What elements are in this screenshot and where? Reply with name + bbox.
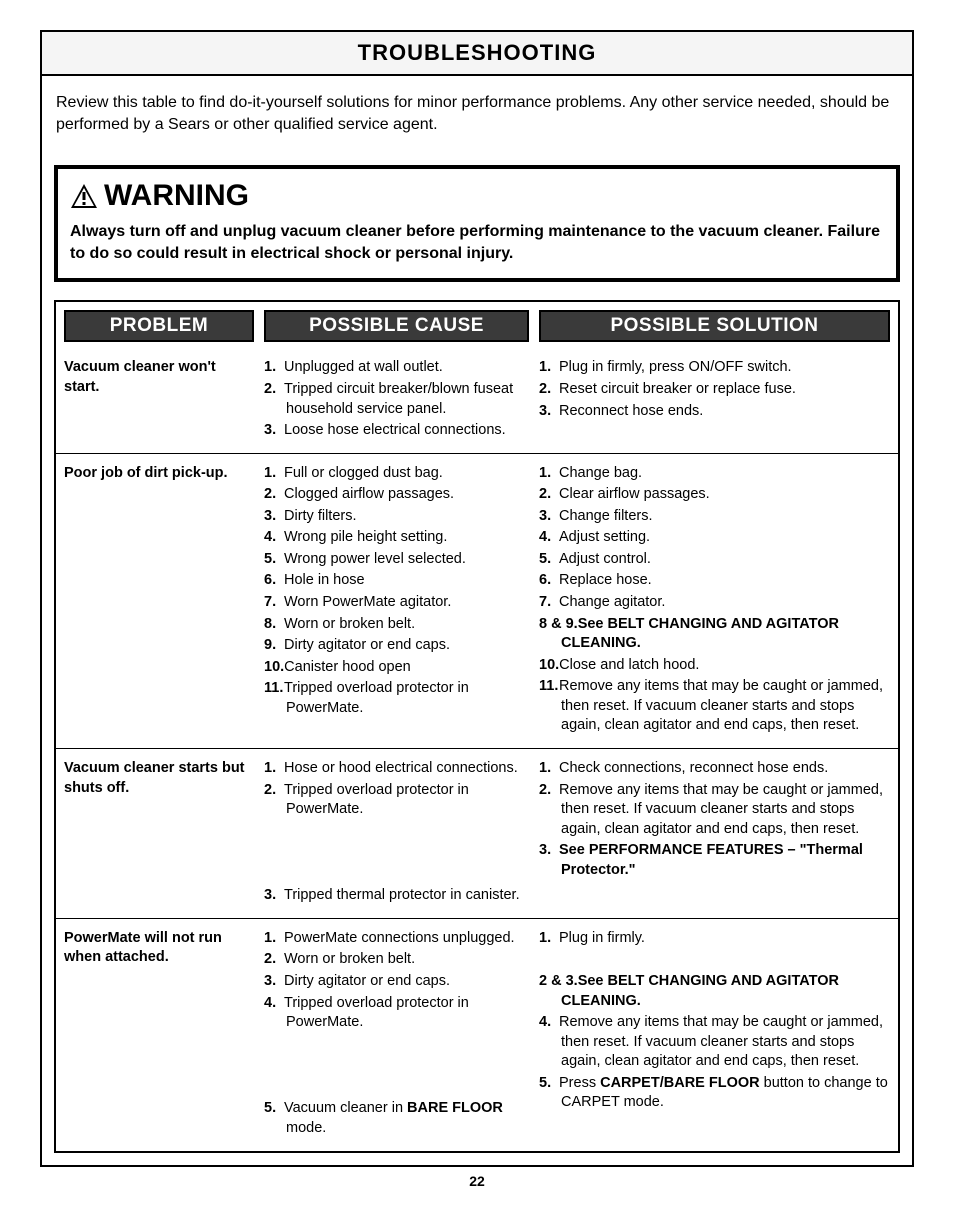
header-problem: PROBLEM [64,310,254,342]
cell-solution: 1. Plug in firmly. 2 & 3. See BELT CHANG… [539,929,890,1141]
table-header-row: PROBLEM POSSIBLE CAUSE POSSIBLE SOLUTION [56,302,898,348]
warning-text: Always turn off and unplug vacuum cleane… [70,221,884,264]
table-row: Poor job of dirt pick-up.1. Full or clog… [56,453,898,748]
cell-problem: Vacuum cleaner won't start. [64,358,254,442]
page-number: 22 [40,1173,914,1189]
warning-icon [70,183,98,209]
section-title-box: TROUBLESHOOTING [40,30,914,76]
table-row: Vacuum cleaner won't start.1. Unplugged … [56,348,898,452]
cell-cause: 1. PowerMate connections unplugged.2. Wo… [264,929,529,1141]
cell-cause: 1. Full or clogged dust bag.2. Clogged a… [264,464,529,738]
cell-cause: 1. Hose or hood electrical connections.2… [264,759,529,908]
page-frame: TROUBLESHOOTING Review this table to fin… [40,30,914,1167]
troubleshooting-table: PROBLEM POSSIBLE CAUSE POSSIBLE SOLUTION… [54,300,900,1152]
cell-problem: PowerMate will not run when attached. [64,929,254,1141]
table-row: Vacuum cleaner starts but shuts off.1. H… [56,748,898,918]
warning-box: WARNING Always turn off and unplug vacuu… [54,165,900,282]
warning-header: WARNING [70,179,884,213]
cell-solution: 1. Check connections, reconnect hose end… [539,759,890,908]
cell-solution: 1. Plug in firmly, press ON/OFF switch.2… [539,358,890,442]
cell-solution: 1. Change bag.2. Clear airflow passages.… [539,464,890,738]
intro-paragraph: Review this table to find do-it-yourself… [42,92,912,149]
table-row: PowerMate will not run when attached.1. … [56,918,898,1151]
header-cause: POSSIBLE CAUSE [264,310,529,342]
warning-label: WARNING [104,179,249,213]
header-solution: POSSIBLE SOLUTION [539,310,890,342]
cell-problem: Poor job of dirt pick-up. [64,464,254,738]
cell-problem: Vacuum cleaner starts but shuts off. [64,759,254,908]
cell-cause: 1. Unplugged at wall outlet.2. Tripped c… [264,358,529,442]
section-title: TROUBLESHOOTING [42,40,912,66]
